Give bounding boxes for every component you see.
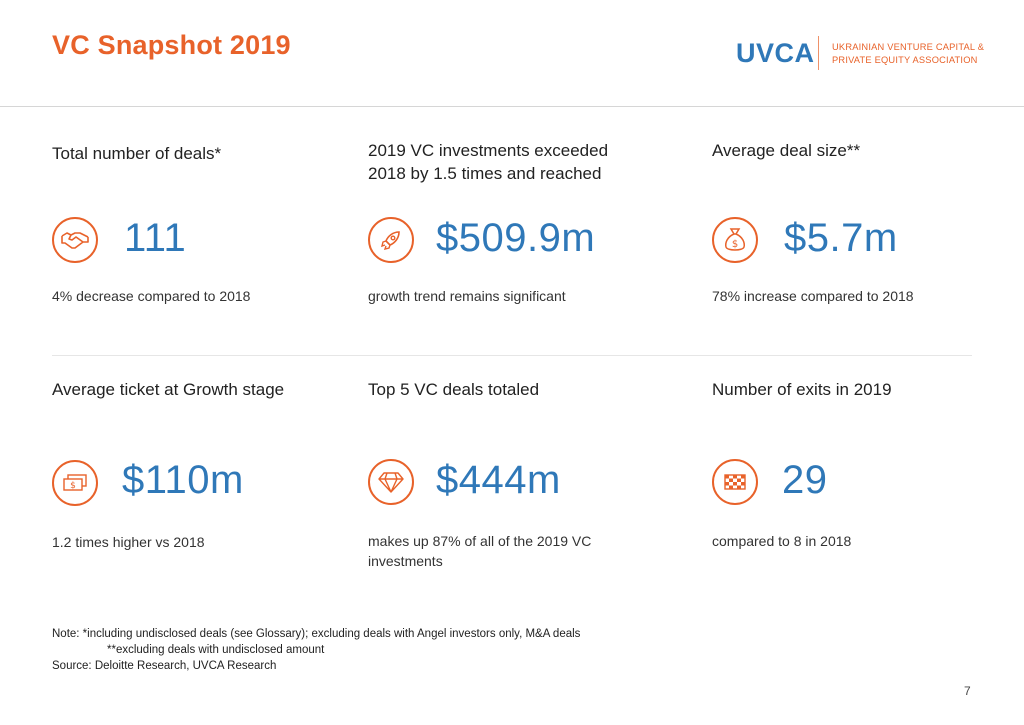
logo-mark: UVCA (736, 38, 815, 68)
stat-card-top5-deals: Top 5 VC deals totaled $444m makes up 87… (368, 378, 668, 578)
stat-note: 4% decrease compared to 2018 (52, 288, 251, 304)
stat-value: $444m (436, 458, 561, 502)
diamond-icon (368, 459, 414, 505)
svg-text:$: $ (732, 239, 738, 250)
stat-note: compared to 8 in 2018 (712, 533, 852, 549)
page-number: 7 (964, 684, 971, 698)
footnote-source: Source: Deloitte Research, UVCA Research (52, 660, 277, 672)
checkered-flag-icon (712, 459, 758, 505)
logo-text: UKRAINIAN VENTURE CAPITAL & PRIVATE EQUI… (832, 41, 1012, 67)
stat-value: 111 (124, 216, 187, 260)
stat-value: $5.7m (784, 216, 898, 260)
stat-label: Total number of deals* (52, 144, 222, 163)
stat-note: 1.2 times higher vs 2018 (52, 534, 205, 550)
footnote-line1: Note: *including undisclosed deals (see … (52, 628, 581, 640)
logo-text-line2: PRIVATE EQUITY ASSOCIATION (832, 55, 978, 65)
stat-note: growth trend remains significant (368, 288, 566, 304)
stat-value: 29 (782, 458, 828, 502)
section-divider (52, 355, 972, 356)
stat-note: 78% increase compared to 2018 (712, 288, 914, 304)
footnote: Note: *including undisclosed deals (see … (52, 626, 580, 674)
stat-card-total-deals: Total number of deals* 111 4% decrease c… (52, 142, 352, 322)
stat-note: makes up 87% of all of the 2019 VC inves… (368, 533, 592, 569)
stat-card-growth-ticket: Average ticket at Growth stage $ $110m 1… (52, 378, 352, 568)
stat-label: 2019 VC investments exceeded 2018 by 1.5… (368, 141, 609, 183)
stat-label: Average ticket at Growth stage (52, 380, 285, 399)
stat-label: Number of exits in 2019 (712, 380, 892, 399)
stat-value: $509.9m (436, 216, 596, 260)
banknotes-icon: $ (52, 460, 98, 506)
stat-label: Average deal size** (712, 141, 861, 160)
logo-text-line1: UKRAINIAN VENTURE CAPITAL & (832, 42, 985, 52)
stat-card-avg-deal-size: Average deal size** $ $5.7m 78% increase… (712, 139, 1012, 319)
stat-card-vc-investments: 2019 VC investments exceeded 2018 by 1.5… (368, 139, 668, 319)
money-bag-icon: $ (712, 217, 758, 263)
handshake-icon (52, 217, 98, 263)
header-divider (0, 106, 1024, 107)
rocket-icon (368, 217, 414, 263)
stat-label: Top 5 VC deals totaled (368, 380, 540, 399)
footnote-line2: **excluding deals with undisclosed amoun… (107, 644, 325, 656)
page-title: VC Snapshot 2019 (52, 30, 291, 60)
logo-separator (818, 36, 819, 70)
stat-value: $110m (122, 458, 244, 502)
svg-text:$: $ (70, 481, 76, 491)
stat-card-exits: Number of exits in 2019 29 compared to 8… (712, 378, 1012, 568)
